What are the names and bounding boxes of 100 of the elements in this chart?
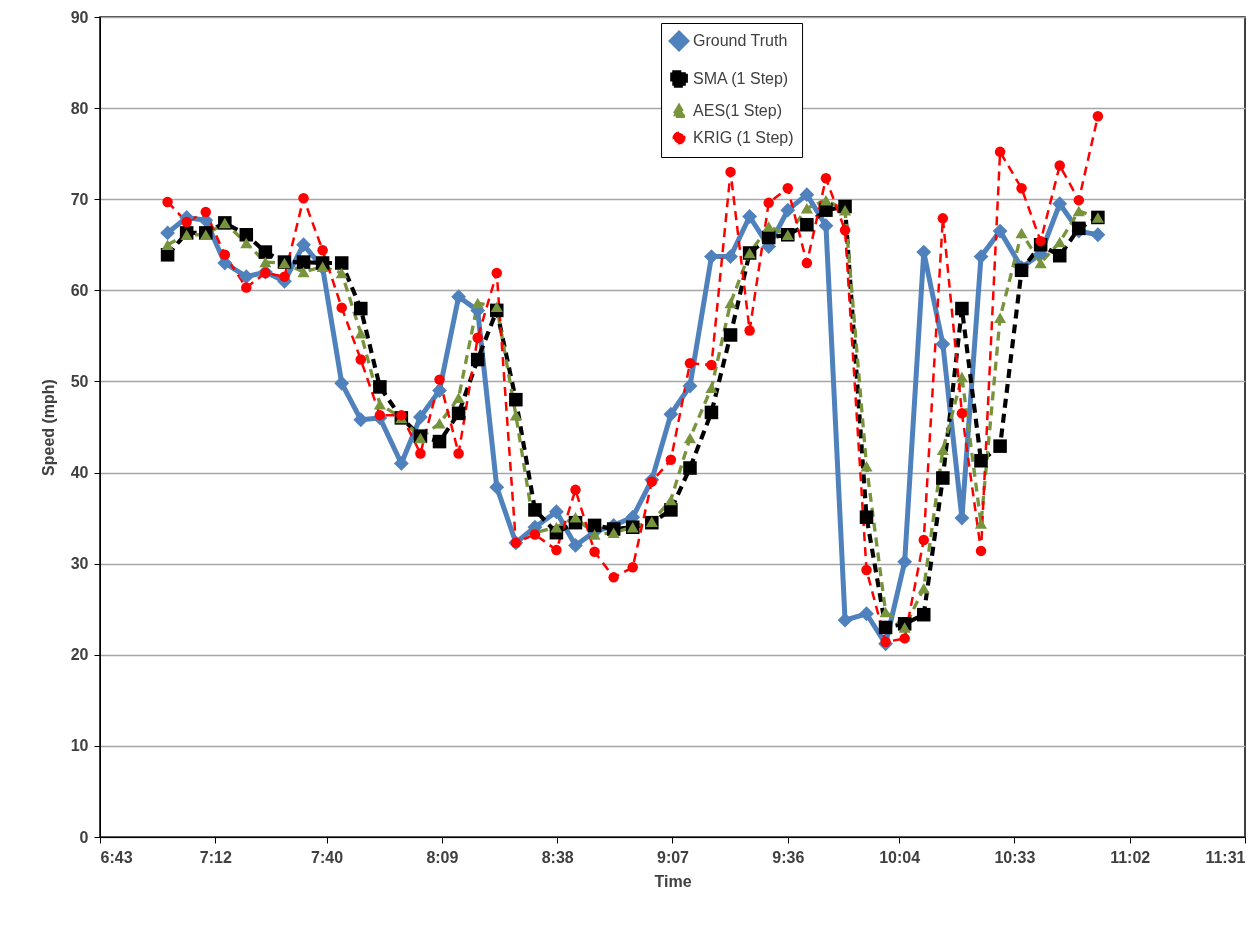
- legend-label: AES(1 Step): [693, 102, 782, 119]
- point: [317, 245, 328, 256]
- point: [742, 209, 758, 224]
- point: [665, 454, 677, 466]
- y-tick-label: 30: [70, 555, 89, 573]
- point: [859, 606, 874, 622]
- point: [705, 382, 718, 394]
- point: [432, 434, 447, 449]
- point: [646, 476, 658, 487]
- point: [917, 583, 930, 594]
- point: [994, 146, 1006, 158]
- y-tick-label: 50: [70, 372, 89, 390]
- y-tick-label: 10: [70, 737, 89, 755]
- point: [799, 187, 815, 203]
- point: [780, 202, 796, 218]
- point: [354, 327, 367, 339]
- point: [241, 282, 252, 293]
- point: [801, 257, 813, 269]
- x-tick-label: 9:36: [772, 848, 805, 866]
- point: [161, 239, 174, 251]
- point: [238, 269, 254, 285]
- point: [704, 249, 719, 265]
- point: [684, 357, 696, 369]
- point: [336, 302, 347, 313]
- y-tick-label: 60: [70, 281, 89, 299]
- point: [490, 301, 503, 312]
- point: [296, 255, 311, 269]
- y-tick-label: 40: [70, 464, 89, 482]
- point: [551, 544, 562, 556]
- point: [568, 538, 583, 553]
- y-axis-title: Speed (mph): [39, 379, 57, 476]
- point: [296, 237, 311, 253]
- point: [763, 197, 774, 209]
- point: [608, 572, 619, 583]
- point: [663, 406, 679, 422]
- point: [1052, 196, 1068, 212]
- point: [878, 620, 893, 635]
- point: [880, 636, 891, 648]
- point: [974, 453, 988, 468]
- point: [470, 352, 485, 367]
- point: [1035, 235, 1046, 247]
- point: [548, 504, 564, 520]
- point: [607, 527, 620, 538]
- legend-label: SMA (1 Step): [693, 70, 789, 87]
- point: [570, 484, 581, 496]
- point: [353, 412, 369, 428]
- point: [1072, 205, 1085, 217]
- point: [1053, 236, 1066, 248]
- point: [627, 562, 638, 573]
- point: [664, 494, 677, 506]
- point: [393, 456, 409, 471]
- point: [297, 266, 310, 278]
- x-tick-label: 7:40: [311, 848, 344, 866]
- point: [279, 271, 290, 282]
- point: [1073, 194, 1085, 206]
- point: [472, 332, 483, 343]
- point: [897, 554, 913, 570]
- point: [975, 545, 987, 557]
- point: [723, 328, 738, 342]
- point: [820, 173, 832, 184]
- legend-label: Ground Truth: [693, 32, 788, 49]
- point: [724, 297, 737, 309]
- point: [451, 406, 466, 421]
- point: [1015, 227, 1028, 239]
- point: [239, 227, 254, 242]
- point: [936, 444, 949, 456]
- x-tick-label: 10:04: [879, 848, 921, 866]
- point: [860, 460, 873, 472]
- point: [298, 193, 309, 204]
- y-tick-label: 70: [70, 190, 89, 208]
- point: [259, 256, 272, 268]
- point: [413, 409, 428, 425]
- y-tick-label: 0: [79, 828, 89, 846]
- point: [200, 206, 211, 218]
- point: [683, 461, 697, 475]
- point: [415, 448, 426, 459]
- point: [861, 564, 872, 576]
- point: [918, 534, 929, 546]
- x-tick-label: 11:02: [1110, 848, 1151, 866]
- point: [704, 405, 719, 420]
- point: [569, 511, 582, 523]
- point: [683, 432, 697, 444]
- point: [432, 383, 447, 398]
- point: [258, 245, 273, 259]
- point: [588, 529, 601, 540]
- point: [1034, 257, 1047, 269]
- point: [162, 196, 173, 208]
- point: [725, 166, 736, 178]
- point: [762, 221, 775, 232]
- point: [706, 359, 717, 371]
- point: [838, 204, 852, 216]
- point: [1090, 227, 1106, 243]
- point: [899, 633, 910, 644]
- point: [354, 301, 368, 316]
- x-tick-label: 9:07: [656, 848, 690, 866]
- point: [434, 374, 445, 385]
- x-tick-label: 11:31: [1205, 848, 1246, 866]
- point: [509, 409, 522, 421]
- legend-label: KRIG (1 Step): [693, 129, 794, 146]
- point: [936, 471, 950, 485]
